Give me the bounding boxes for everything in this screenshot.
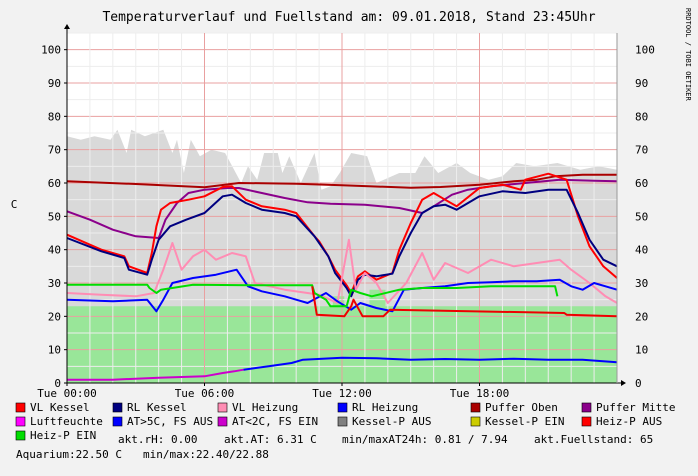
legend-item-puffer-mitte: Puffer Mitte [581,401,675,414]
series-line-puffer-oben [66,173,617,189]
legend-item-luftfeuchte: Luftfeuchte [15,415,103,428]
legend-label: Puffer Mitte [596,401,675,414]
legend-swatch [470,402,481,413]
status-aquarium-minmax: min/max:22.40/22.88 [143,448,269,461]
y-tick-label-right: 100 [635,44,655,57]
legend-swatch [337,402,348,413]
series-line-at-5c-fs-aus [243,356,618,371]
y-tick-label-right: 10 [635,344,648,357]
legend-swatch [470,416,481,427]
legend-item-kessel-p-aus: Kessel-P AUS [337,415,431,428]
legend-label: Puffer Oben [485,401,558,414]
legend-label: VL Heizung [232,401,298,414]
series-line-heiz-p-aus [311,286,618,318]
legend-label: AT>5C, FS AUS [127,415,213,428]
y-tick-label-right: 50 [635,210,648,223]
legend-item-at-2c-fs-ein: AT<2C, FS EIN [217,415,318,428]
status-minmax-at: min/maxAT24h: 0.81 / 7.94 [342,433,508,446]
legend-swatch [581,402,592,413]
y-tick-label-right: 60 [635,177,648,190]
y-tick-label-right: 40 [635,244,648,257]
legend-swatch [15,416,26,427]
legend-swatch [217,402,228,413]
y-tick-label: 80 [48,110,61,123]
legend-swatch [217,416,228,427]
legend-swatch [112,416,123,427]
series-line-vl-kessel [66,172,618,294]
x-tick-label: Tue 00:00 [37,387,97,400]
legend-swatch [15,430,26,441]
legend-item-rl-heizung: RL Heizung [337,401,418,414]
status-lines: akt.rH: 0.00 akt.AT: 6.31 C min/maxAT24h… [16,433,653,461]
y-tick-label: 90 [48,77,61,90]
status-rh: akt.rH: 0.00 [118,433,197,446]
legend-label: AT<2C, FS EIN [232,415,318,428]
x-axis-arrow [621,380,626,386]
series-line-at-2c-fs-ein [67,368,244,381]
legend-label: RL Heizung [352,401,418,414]
axes-layer: 0 0 10 10 20 20 30 30 40 40 50 50 60 60 70 70 80 80 90 90 10… [37,24,655,400]
y-tick-label-right: 0 [635,377,642,390]
y-tick-label-right: 20 [635,310,648,323]
x-tick-label: Tue 06:00 [175,387,235,400]
legend-label: VL Kessel [30,401,90,414]
series-line-rl-heizung [66,268,618,313]
y-tick-label: 30 [48,277,61,290]
legend-item-vl-heizung: VL Heizung [217,401,298,414]
legend-item-puffer-oben: Puffer Oben [470,401,558,414]
y-tick-label-right: 30 [635,277,648,290]
watermark: RRDTOOL / TOBI OETIKER [684,8,692,102]
y-tick-label: 40 [48,244,61,257]
y-tick-label-right: 70 [635,144,648,157]
status-at: akt.AT: 6.31 C [224,433,317,446]
chart-title: Temperaturverlauf und Fuellstand am: 09.… [102,10,595,25]
y-tick-label: 70 [48,144,61,157]
legend-swatch [581,416,592,427]
legend-item-vl-kessel: VL Kessel [15,401,90,414]
legend-item-heiz-p-aus: Heiz-P AUS [581,415,662,428]
series-layer [66,172,618,381]
x-tick-label: Tue 12:00 [312,387,372,400]
legend-label: RL Kessel [127,401,187,414]
x-tick-label: Tue 18:00 [450,387,510,400]
legend-label: Kessel-P EIN [485,415,564,428]
legend-swatch [337,416,348,427]
legend-item-kessel-p-ein: Kessel-P EIN [470,415,564,428]
y-tick-label-right: 80 [635,110,648,123]
legend-label: Heiz-P AUS [596,415,662,428]
legend-swatch [15,402,26,413]
y-tick-label: 0 [54,377,61,390]
series-line-heiz-p-ein [67,283,559,308]
legend: VL Kessel RL Kessel VL Heizung RL Heizung Pu… [15,401,675,442]
y-tick-label: 50 [48,210,61,223]
legend-item-heiz-p-ein: Heiz-P EIN [15,429,96,442]
series-line-vl-heizung [66,238,618,304]
legend-label: Luftfeuchte [30,415,103,428]
legend-item-rl-kessel: RL Kessel [112,401,187,414]
y-tick-label: 60 [48,177,61,190]
legend-label: Heiz-P EIN [30,429,96,442]
status-aquarium: Aquarium:22.50 C [16,448,122,461]
y-axis-label: C [11,198,18,211]
y-tick-label-right: 90 [635,77,648,90]
y-axis-arrow [64,24,70,29]
y-tick-label: 100 [41,44,61,57]
legend-label: Kessel-P AUS [352,415,431,428]
legend-item-at-5c-fs-aus: AT>5C, FS AUS [112,415,213,428]
legend-swatch [112,402,123,413]
series-line-rl-kessel [66,188,618,298]
status-fuellstand: akt.Fuellstand: 65 [534,433,653,446]
y-tick-label: 20 [48,310,61,323]
y-tick-label: 10 [48,344,61,357]
